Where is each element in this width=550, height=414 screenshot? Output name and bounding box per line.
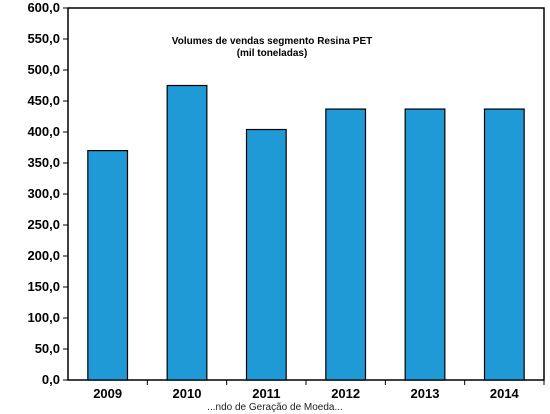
bar-2011 (245, 128, 287, 381)
y-tick-label: 300,0 (27, 186, 60, 201)
x-tick-label-2013: 2013 (411, 386, 440, 401)
y-tick-label: 600,0 (27, 0, 60, 15)
x-tick-label-2009: 2009 (93, 386, 122, 401)
chart-title: Volumes de vendas segmento Resina PET (172, 36, 372, 47)
bar-series (87, 84, 525, 381)
y-tick-label: 0,0 (42, 372, 60, 387)
y-tick-label: 200,0 (27, 248, 60, 263)
y-tick-label: 150,0 (27, 279, 60, 294)
y-tick-label: 350,0 (27, 155, 60, 170)
bar-2014 (483, 108, 525, 381)
y-tick-label: 400,0 (27, 124, 60, 139)
x-tick-label-2010: 2010 (173, 386, 202, 401)
y-tick-label: 50,0 (35, 341, 60, 356)
y-axis: 0,0 50,0 100,0 150,0 200,0 250,0 300,0 350,0 400… (27, 0, 68, 387)
x-tick-label-2014: 2014 (490, 386, 520, 401)
x-tick-label-2011: 2011 (252, 386, 280, 401)
chart-subtitle: (mil toneladas) (237, 48, 308, 59)
footer-caption: ...ndo de Geração de Moeda... (207, 402, 343, 413)
plot-area (67, 7, 545, 381)
y-tick-label: 550,0 (27, 31, 60, 46)
y-tick-label: 100,0 (27, 310, 60, 325)
x-axis: 2009 2010 2011 2012 2013 2014 (93, 380, 545, 401)
bar-2013 (404, 108, 446, 381)
y-tick-label: 500,0 (27, 62, 60, 77)
y-tick-label: 450,0 (27, 93, 60, 108)
bar-2012 (325, 108, 367, 381)
x-tick-label-2012: 2012 (331, 386, 360, 401)
y-tick-label: 250,0 (27, 217, 60, 232)
bar-2010 (166, 84, 208, 381)
bar-2009 (87, 150, 129, 381)
